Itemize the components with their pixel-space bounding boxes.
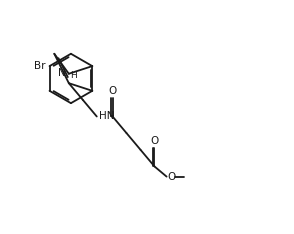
Text: HN: HN <box>99 111 114 121</box>
Text: N: N <box>58 68 66 78</box>
Text: O: O <box>108 86 117 96</box>
Text: H: H <box>70 71 76 80</box>
Text: Br: Br <box>34 61 46 71</box>
Text: O: O <box>168 172 176 182</box>
Text: O: O <box>150 136 159 146</box>
